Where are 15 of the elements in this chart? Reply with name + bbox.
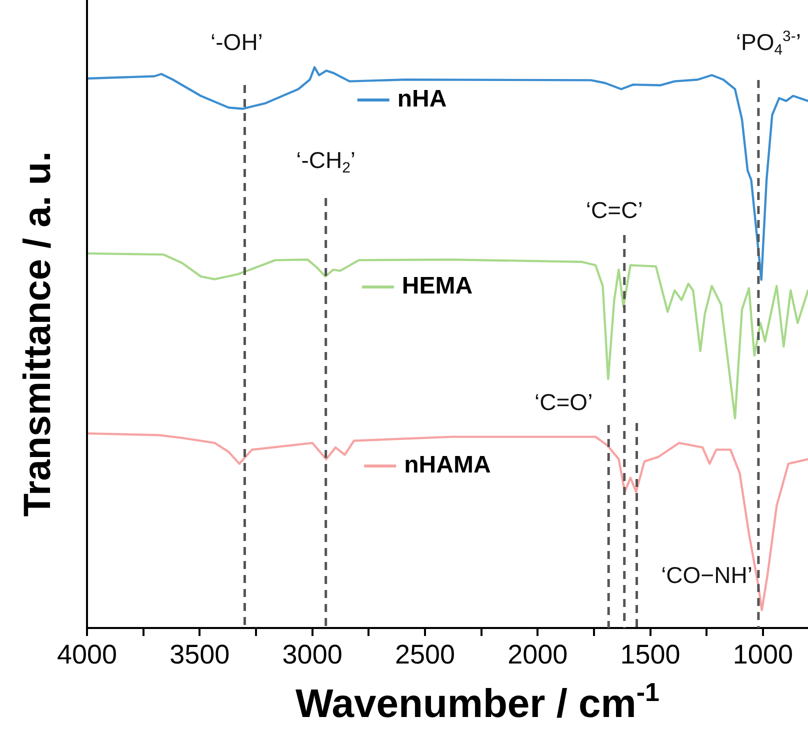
ref-line-label: ‘C=C’ <box>586 197 643 223</box>
ref-line-label: ‘CO−NH’ <box>661 562 752 588</box>
x-tick-label: 2500 <box>394 640 456 670</box>
ref-line-label: ‘-OH’ <box>210 29 263 55</box>
legend-label: nHA <box>397 86 447 113</box>
x-tick-label: 3500 <box>170 640 230 670</box>
x-tick-label: 4000 <box>56 640 118 670</box>
ref-line-label: ‘C=O’ <box>534 389 593 415</box>
legend-label: HEMA <box>402 272 473 300</box>
x-tick-label: 3000 <box>282 640 342 670</box>
x-tick-label: 1500 <box>620 640 680 670</box>
x-tick-label: 1000 <box>732 640 793 670</box>
legend-label: nHAMA <box>404 452 491 479</box>
x-tick-label: 2000 <box>508 640 568 670</box>
y-axis-title: Transmittance / a. u. <box>17 151 59 517</box>
